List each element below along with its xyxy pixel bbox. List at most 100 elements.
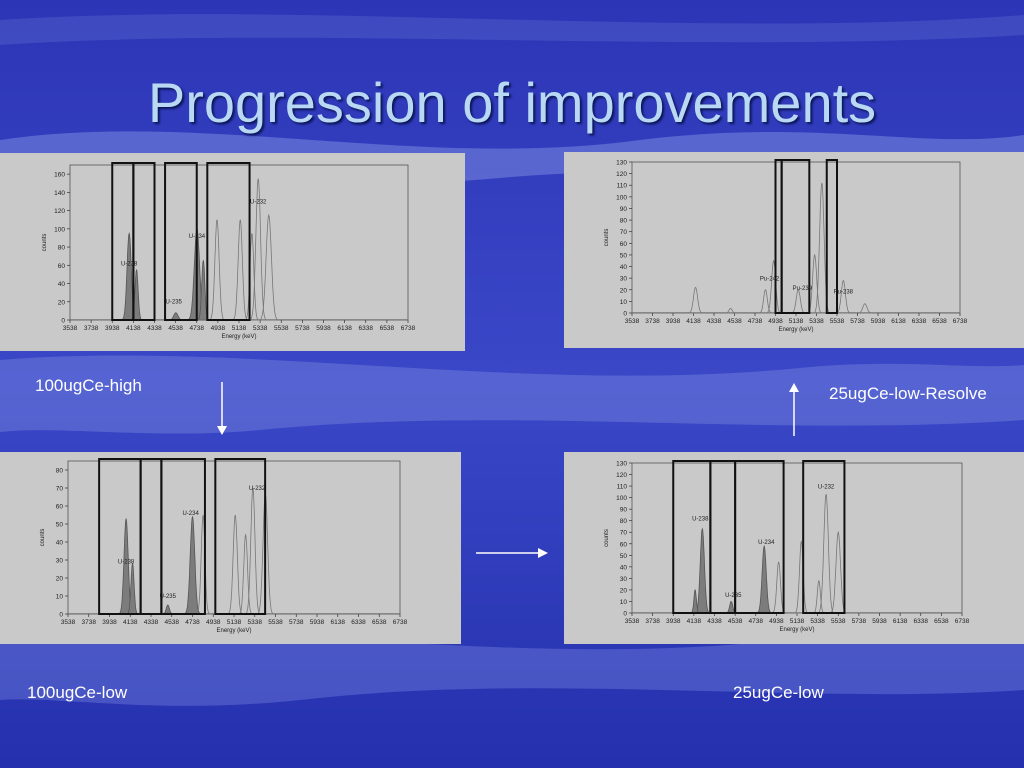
x-tick-label: 4738	[748, 318, 763, 325]
spectrum-peak	[772, 561, 785, 614]
arrow-right-icon	[476, 548, 548, 558]
spectrum-panel-100ugCe-low: 0 10 20 30 40 50 60 70 80 3538 3738 3938 4138 4338 453…	[0, 452, 461, 644]
x-tick-label: 6138	[891, 318, 906, 325]
x-tick-label: 5538	[830, 318, 845, 325]
y-tick-label: 110	[617, 484, 628, 491]
spectrum-panel-25ugCe-low: 0 10 20 30 40 50 60 70 80 90 100 110 120 130 3538 3738 3…	[564, 452, 1024, 644]
x-tick-label: 6738	[401, 325, 416, 332]
peak-label: Pu-242	[760, 276, 780, 282]
x-tick-label: 6338	[351, 619, 366, 626]
x-tick-label: 4338	[144, 619, 159, 626]
peak-label: U-235	[166, 300, 183, 306]
y-tick-label: 40	[620, 564, 628, 571]
x-tick-label: 5138	[789, 318, 804, 325]
x-tick-label: 4138	[126, 325, 141, 332]
y-tick-label: 130	[616, 160, 627, 167]
roi-window	[160, 458, 206, 615]
peak-label: Pu-239	[793, 286, 813, 292]
spectrum-peak	[831, 530, 846, 614]
y-tick-label: 100	[54, 226, 65, 233]
y-tick-label: 40	[620, 264, 628, 271]
y-tick-label: 50	[56, 522, 64, 529]
y-tick-label: 50	[620, 252, 628, 259]
x-tick-label: 3538	[625, 318, 640, 325]
spectrum-peak	[795, 540, 808, 614]
x-tick-label: 5338	[248, 619, 263, 626]
y-tick-label: 20	[58, 299, 66, 306]
x-tick-label: 5938	[310, 619, 325, 626]
x-tick-label: 4138	[123, 619, 138, 626]
caption-25ugCe-low: 25ugCe-low	[733, 683, 824, 702]
x-tick-label: 3938	[102, 619, 117, 626]
roi-window	[139, 458, 163, 615]
x-tick-label: 6338	[914, 618, 929, 625]
peak-label: U-235	[160, 594, 177, 600]
spectrum-panel-25ugCe-low-Resolve: 0 10 20 30 40 50 60 70 80 90 100 110 120 130 3538 3738 3…	[564, 152, 1024, 348]
spectrum-peak	[791, 289, 806, 314]
x-tick-label: 4338	[147, 325, 162, 332]
peak-label: U-234	[189, 234, 206, 240]
x-axis-label: Energy (keV)	[779, 627, 814, 633]
x-tick-label: 5738	[852, 618, 867, 625]
x-tick-label: 6538	[380, 325, 395, 332]
x-tick-label: 4538	[727, 318, 742, 325]
spectrum-peak	[210, 219, 224, 321]
x-tick-label: 6138	[331, 619, 346, 626]
y-tick-label: 100	[616, 194, 627, 201]
y-axis-label: counts	[40, 529, 46, 547]
x-tick-label: 6138	[337, 325, 352, 332]
y-tick-label: 130	[616, 461, 627, 468]
peak-label: U-234	[758, 540, 775, 546]
roi-window	[802, 460, 846, 614]
x-tick-label: 6138	[893, 618, 908, 625]
x-axis-label: Energy (keV)	[778, 327, 813, 333]
x-tick-label: 3538	[625, 618, 640, 625]
spectrum-peak	[246, 487, 260, 615]
x-tick-label: 5338	[809, 318, 824, 325]
x-tick-label: 6338	[912, 318, 927, 325]
x-tick-label: 5938	[871, 318, 886, 325]
x-tick-label: 6738	[393, 619, 408, 626]
y-tick-label: 60	[620, 241, 628, 248]
spectrum-peak	[245, 233, 258, 321]
roi-window	[164, 162, 198, 321]
x-tick-label: 4538	[165, 619, 180, 626]
y-tick-label: 0	[61, 318, 65, 325]
y-tick-label: 70	[620, 530, 628, 537]
x-axis-label: Energy (keV)	[221, 334, 256, 340]
peak-label: U-235	[725, 593, 742, 599]
x-tick-label: 6538	[932, 318, 947, 325]
y-tick-label: 10	[56, 594, 64, 601]
x-tick-label: 3738	[82, 619, 97, 626]
y-tick-label: 120	[616, 171, 627, 178]
x-tick-label: 4538	[168, 325, 183, 332]
roi-window	[780, 159, 811, 314]
x-tick-label: 5338	[253, 325, 268, 332]
x-tick-label: 5538	[268, 619, 283, 626]
caption-100ugCe-high: 100ugCe-high	[35, 376, 142, 395]
x-tick-label: 6738	[955, 618, 970, 625]
roi-window	[709, 460, 737, 614]
spectrum-peak	[260, 213, 278, 321]
y-tick-label: 50	[620, 553, 628, 560]
x-tick-label: 3738	[645, 618, 660, 625]
spectrum-peak	[813, 579, 824, 614]
y-tick-label: 70	[56, 486, 64, 493]
peak-label: U-238	[121, 261, 138, 267]
roi-window	[132, 162, 156, 321]
peak-label: U-232	[250, 199, 267, 205]
y-tick-label: 60	[56, 504, 64, 511]
x-tick-label: 3538	[63, 325, 78, 332]
spectrum-peak	[127, 562, 138, 615]
x-tick-label: 5138	[232, 325, 247, 332]
x-tick-label: 4138	[687, 618, 702, 625]
x-tick-label: 4138	[686, 318, 701, 325]
roi-window	[206, 162, 251, 321]
y-tick-label: 100	[616, 495, 627, 502]
y-tick-label: 80	[620, 218, 628, 225]
y-axis-label: counts	[604, 229, 610, 247]
y-tick-label: 10	[620, 299, 628, 306]
arrow-up-icon	[789, 383, 799, 436]
spectrum-peak	[233, 219, 248, 321]
x-tick-label: 5738	[295, 325, 310, 332]
